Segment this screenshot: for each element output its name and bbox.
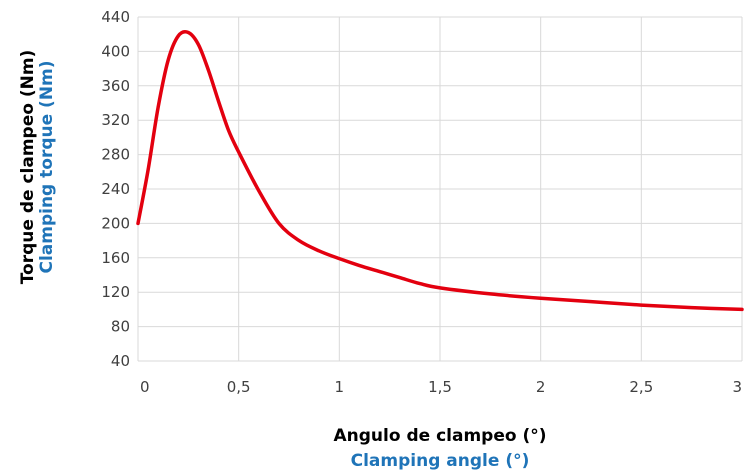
y-axis-ticks: 40 80 120 160 200 240 280 320 360 400 440 (101, 8, 130, 370)
x-axis-title-secondary: Clamping angle (°) (351, 451, 530, 471)
x-tick-label: 0 (140, 378, 150, 396)
y-tick-label: 280 (101, 146, 130, 164)
x-axis-ticks: 0 0,5 1 1,5 2 2,5 3 (140, 378, 742, 396)
y-tick-label: 200 (101, 214, 130, 232)
y-tick-label: 240 (101, 180, 130, 198)
y-tick-label: 120 (101, 283, 130, 301)
y-axis-title-secondary: Clamping torque (Nm) (37, 60, 57, 273)
x-tick-label: 0,5 (227, 378, 251, 396)
y-axis-title: Torque de clampeo (Nm) (18, 50, 38, 285)
grid (137, 16, 743, 362)
y-tick-label: 160 (101, 249, 130, 267)
x-tick-label: 3 (732, 378, 742, 396)
y-tick-label: 440 (101, 8, 130, 26)
x-tick-label: 2,5 (629, 378, 653, 396)
x-tick-label: 1,5 (428, 378, 452, 396)
y-tick-label: 320 (101, 111, 130, 129)
x-tick-label: 2 (536, 378, 546, 396)
y-tick-label: 80 (111, 318, 130, 336)
y-tick-label: 400 (101, 42, 130, 60)
y-tick-label: 360 (101, 77, 130, 95)
x-axis-title: Angulo de clampeo (°) (334, 426, 547, 446)
y-tick-label: 40 (111, 352, 130, 370)
series-line (136, 29, 744, 312)
x-tick-label: 1 (335, 378, 345, 396)
